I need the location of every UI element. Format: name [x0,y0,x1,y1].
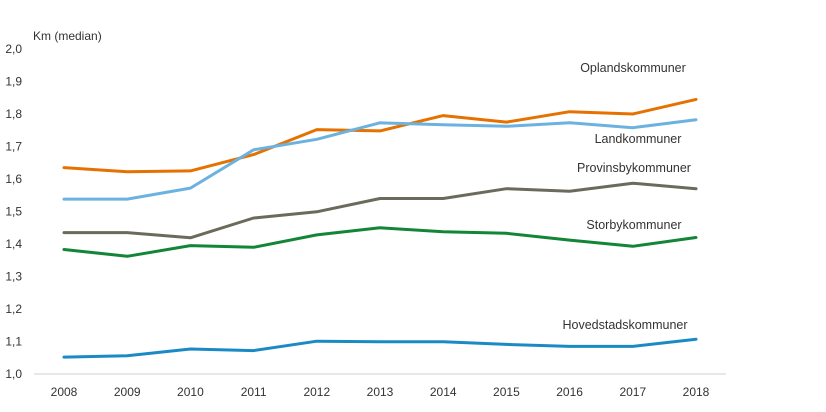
x-tick-label: 2015 [493,385,520,399]
x-tick-label: 2018 [683,385,710,399]
series-label-oplandskommuner: Oplandskommuner [580,61,686,75]
x-tick-label: 2009 [114,385,141,399]
x-axis-ticks: 2008 2009 2010 2011 2012 2013 2014 2015 2016 2017… [51,385,710,399]
series-label-hovedstadskommuner: Hovedstadskommuner [562,318,687,332]
x-tick-label: 2012 [303,385,330,399]
y-tick-label: 1,1 [5,335,22,349]
x-tick-label: 2016 [556,385,583,399]
y-tick-label: 1,6 [5,172,22,186]
x-tick-label: 2014 [430,385,457,399]
x-tick-label: 2017 [619,385,646,399]
x-tick-label: 2011 [241,385,267,399]
y-tick-label: 1,2 [5,302,22,316]
y-tick-label: 1,4 [5,237,22,251]
series-line-oplandskommuner [62,97,698,174]
y-tick-label: 1,7 [5,140,22,154]
y-axis-ticks: 1,0 1,1 1,2 1,3 1,4 1,5 1,6 1,7 1,8 1,9 2,0 [5,42,22,381]
y-tick-label: 2,0 [5,42,22,56]
y-tick-label: 1,5 [5,205,22,219]
series-line-landkommuner [62,118,698,201]
y-tick-label: 1,3 [5,270,22,284]
series-label-landkommuner: Landkommuner [595,132,682,146]
series-label-storbykommuner: Storbykommuner [586,218,681,232]
series-line-storbykommuner [62,226,698,258]
y-axis-unit-label: Km (median) [33,29,102,43]
x-tick-label: 2008 [51,385,78,399]
series-line-hovedstadskommuner [62,337,698,359]
series-label-provinsbykommuner: Provinsbykommuner [577,161,691,175]
y-tick-label: 1,0 [5,367,22,381]
series-lines [62,97,698,359]
y-tick-label: 1,9 [5,75,22,89]
x-tick-label: 2010 [177,385,204,399]
y-tick-label: 1,8 [5,107,22,121]
series-line-provinsbykommuner [62,181,698,240]
series-labels: Oplandskommuner Landkommuner Provinsbykomm… [562,61,691,332]
x-tick-label: 2013 [367,385,394,399]
